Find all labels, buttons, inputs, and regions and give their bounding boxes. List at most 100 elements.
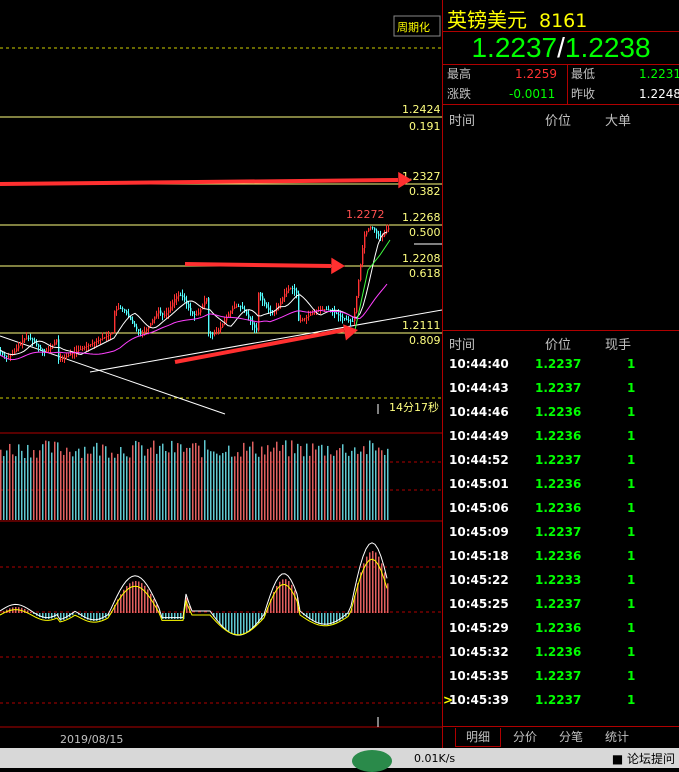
candle-body <box>280 301 281 305</box>
macd-bar <box>51 613 53 619</box>
volume-bar <box>285 440 287 520</box>
tab-detail[interactable]: 明细 <box>455 728 501 747</box>
candle-body <box>188 304 189 308</box>
high-value: 1.2259 <box>515 64 557 84</box>
candle-body <box>310 314 311 315</box>
volume-bar <box>48 441 50 520</box>
tick-price: 1.2237 <box>535 525 581 539</box>
volume-bar <box>312 443 314 520</box>
volume-bar <box>204 440 206 520</box>
tick-volume: 1 <box>627 693 635 707</box>
tab-bar: 明细 分价 分笔 统计 <box>443 726 679 747</box>
candle-body <box>242 307 243 309</box>
candle-body <box>124 309 125 311</box>
volume-bar <box>354 447 356 520</box>
forum-label: 论坛提问 <box>627 752 675 766</box>
candle-body <box>184 297 185 300</box>
candle-body <box>138 329 139 331</box>
kline-canvas[interactable]: 周期化1.24240.1911.23270.3821.22680.5001.22… <box>0 0 442 748</box>
candle-body <box>26 338 27 339</box>
candle-body <box>164 315 165 316</box>
tick-price: 1.2236 <box>535 429 581 443</box>
candle-body <box>142 332 143 333</box>
forum-button[interactable]: ■ 论坛提问 <box>612 750 675 767</box>
ma-line-green <box>355 240 390 330</box>
ticks-col-price: 价位 <box>545 334 571 353</box>
candle-body <box>336 313 337 314</box>
candle-body <box>118 308 119 309</box>
candle-body <box>146 329 147 331</box>
candle-body <box>302 319 303 320</box>
volume-bar <box>174 452 176 520</box>
countdown-label: 14分17秒 <box>389 400 439 414</box>
candle-body <box>294 289 295 291</box>
candle-body <box>326 309 327 310</box>
stats-block: 最高 1.2259 最低 1.2231 涨跌 -0.0011 昨收 1.2248 <box>443 64 679 104</box>
candle-body <box>290 288 291 289</box>
volume-bar <box>333 456 335 520</box>
volume-bar <box>222 453 224 520</box>
candle-body <box>68 355 69 356</box>
volume-bar <box>264 455 266 520</box>
tick-volume: 1 <box>627 357 635 371</box>
tick-volume: 1 <box>627 381 635 395</box>
volume-bar <box>195 443 197 520</box>
tab-transactions[interactable]: 分笔 <box>549 728 593 746</box>
candle-body <box>190 308 191 311</box>
tick-volume: 1 <box>627 525 635 539</box>
tab-statistics[interactable]: 统计 <box>595 728 639 746</box>
candle-body <box>66 356 67 357</box>
candle-body <box>88 345 89 346</box>
volume-bar <box>273 448 275 520</box>
candle-body <box>210 333 211 334</box>
volume-bar <box>36 458 38 520</box>
candle-body <box>206 298 207 301</box>
tab-price-distribution[interactable]: 分价 <box>503 728 547 746</box>
volume-bar <box>78 449 80 520</box>
tick-time: 10:45:39 <box>449 693 509 707</box>
candle-body <box>358 280 359 296</box>
tick-price: 1.2237 <box>535 453 581 467</box>
candle-body <box>342 317 343 318</box>
candle-body <box>46 351 47 352</box>
candle-body <box>324 309 325 310</box>
fib-price: 1.2268 <box>402 211 441 224</box>
candle-body <box>162 313 163 314</box>
candle-body <box>222 324 223 327</box>
candle-body <box>356 296 357 312</box>
volume-bar <box>153 441 155 520</box>
volume-bar <box>84 447 86 520</box>
candle-body <box>230 311 231 314</box>
candle-body <box>168 310 169 313</box>
candle-body <box>212 334 213 335</box>
volume-bar <box>192 443 194 520</box>
candle-body <box>60 359 61 360</box>
tick-price: 1.2236 <box>535 477 581 491</box>
volume-bar <box>348 456 350 520</box>
volume-bar <box>210 451 212 520</box>
candle-body <box>264 300 265 304</box>
macd-bar <box>249 613 251 631</box>
volume-bar <box>189 448 191 520</box>
candle-body <box>270 310 271 312</box>
volume-bar <box>81 458 83 520</box>
candle-body <box>82 348 83 349</box>
candle-body <box>132 320 133 323</box>
volume-bar <box>90 454 92 520</box>
